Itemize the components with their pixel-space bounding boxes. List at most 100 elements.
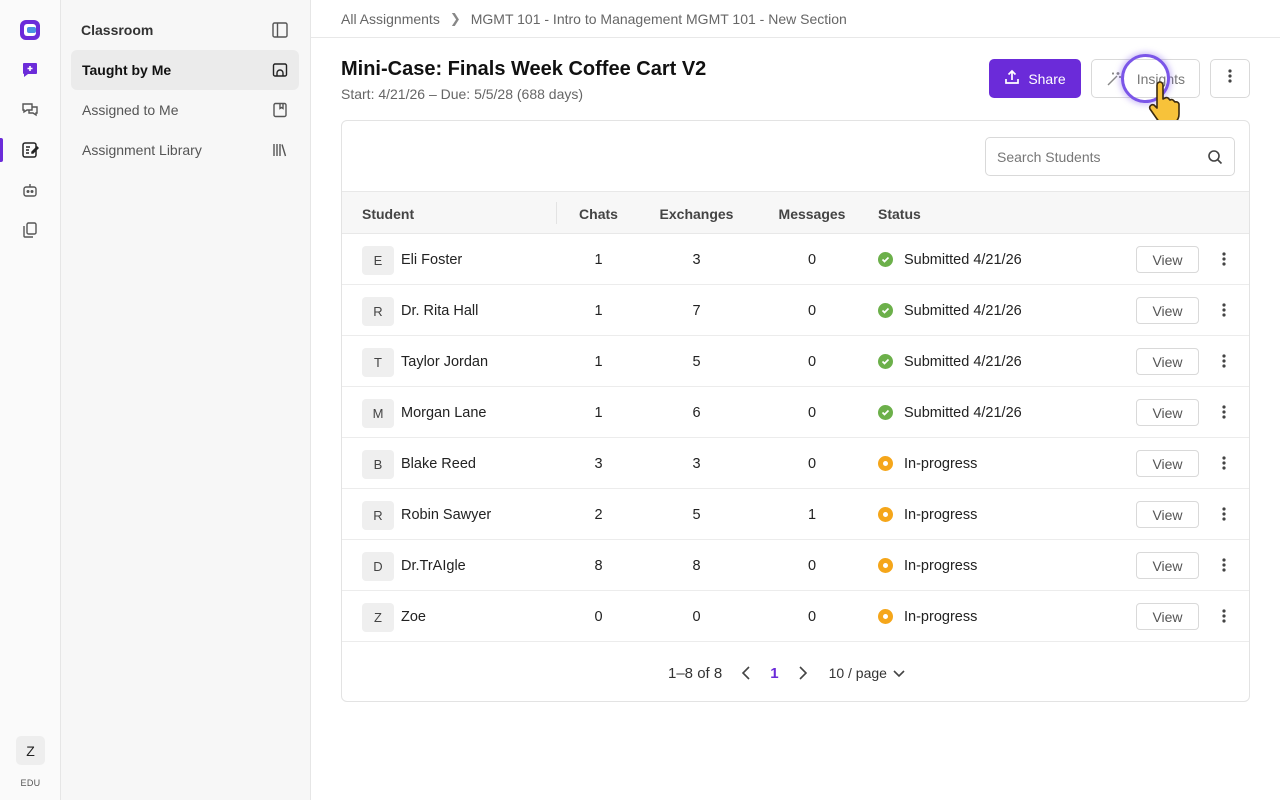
- chats-count: 8: [594, 557, 603, 574]
- breadcrumb-all-assignments[interactable]: All Assignments: [341, 10, 440, 27]
- sidebar-item-assigned-to-me[interactable]: Assigned to Me: [71, 90, 299, 130]
- row-more-options-icon[interactable]: [1214, 249, 1234, 269]
- row-more-options-icon[interactable]: [1214, 351, 1234, 371]
- books-icon: [272, 142, 288, 158]
- search-icon[interactable]: [1207, 149, 1223, 168]
- student-name[interactable]: Zoe: [401, 608, 426, 625]
- sidebar-item-taught-by-me[interactable]: Taught by Me: [71, 50, 299, 90]
- pagination-range: 1–8 of 8: [668, 664, 723, 682]
- chats-count: 3: [594, 455, 603, 472]
- student-name[interactable]: Dr. Rita Hall: [401, 302, 479, 319]
- chats-count: 2: [594, 506, 603, 523]
- student-avatar: D: [362, 552, 394, 581]
- chats-count: 1: [594, 251, 603, 268]
- row-more-options-icon[interactable]: [1214, 300, 1234, 320]
- current-page[interactable]: 1: [770, 664, 779, 682]
- search-input[interactable]: Search Students: [985, 137, 1235, 176]
- student-name[interactable]: Taylor Jordan: [401, 353, 489, 370]
- student-name[interactable]: Morgan Lane: [401, 404, 487, 421]
- row-more-options-icon[interactable]: [1214, 453, 1234, 473]
- student-avatar: M: [362, 399, 394, 428]
- assignments-icon[interactable]: [19, 139, 41, 161]
- column-header-messages[interactable]: Messages: [778, 205, 846, 222]
- chats-count: 1: [594, 302, 603, 319]
- share-label: Share: [1028, 70, 1066, 87]
- messages-count: 0: [807, 353, 817, 370]
- status-badge: In-progress: [878, 489, 977, 540]
- view-button[interactable]: View: [1136, 603, 1199, 630]
- exchanges-count: 5: [692, 506, 701, 523]
- exchanges-count: 0: [692, 608, 701, 625]
- bot-icon[interactable]: [19, 179, 41, 201]
- messages-count: 0: [807, 608, 817, 625]
- breadcrumb: All Assignments ❯ MGMT 101 - Intro to Ma…: [311, 0, 1280, 38]
- messages-count: 0: [807, 251, 817, 268]
- user-avatar[interactable]: Z: [16, 736, 45, 765]
- table-row: B Blake Reed 3 3 0 In-progress View: [342, 438, 1249, 489]
- chats-count: 1: [594, 404, 603, 421]
- status-text: In-progress: [904, 506, 978, 523]
- table-row: R Dr. Rita Hall 1 7 0 Submitted 4/21/26 View: [342, 285, 1249, 336]
- row-more-options-icon[interactable]: [1214, 555, 1234, 575]
- column-divider: [556, 202, 557, 224]
- edu-label: EDU: [20, 778, 41, 788]
- present-icon: [272, 62, 288, 78]
- table-row: M Morgan Lane 1 6 0 Submitted 4/21/26 View: [342, 387, 1249, 438]
- student-avatar: B: [362, 450, 394, 479]
- exchanges-count: 6: [692, 404, 701, 421]
- more-options-button[interactable]: [1210, 59, 1250, 98]
- new-chat-icon[interactable]: [19, 59, 41, 81]
- sidebar-item-label: Assigned to Me: [82, 102, 179, 118]
- chevron-right-icon: ❯: [449, 10, 461, 26]
- student-name[interactable]: Blake Reed: [401, 455, 476, 472]
- chats-icon[interactable]: [19, 99, 41, 121]
- view-button[interactable]: View: [1136, 501, 1199, 528]
- table-row: D Dr.TrAIgle 8 8 0 In-progress View: [342, 540, 1249, 591]
- chevron-right-icon[interactable]: [793, 663, 813, 683]
- view-button[interactable]: View: [1136, 552, 1199, 579]
- chevron-left-icon[interactable]: [736, 663, 756, 683]
- status-text: In-progress: [904, 608, 978, 625]
- status-badge: In-progress: [878, 438, 977, 489]
- status-text: Submitted 4/21/26: [904, 353, 1022, 370]
- column-header-student[interactable]: Student: [362, 205, 415, 222]
- messages-count: 0: [807, 302, 817, 319]
- bookmark-icon: [272, 102, 288, 118]
- row-more-options-icon[interactable]: [1214, 504, 1234, 524]
- check-circle-icon: [878, 303, 893, 318]
- view-button[interactable]: View: [1136, 450, 1199, 477]
- share-button[interactable]: Share: [989, 59, 1081, 98]
- view-button[interactable]: View: [1136, 246, 1199, 273]
- status-badge: Submitted 4/21/26: [878, 387, 1022, 438]
- view-button[interactable]: View: [1136, 399, 1199, 426]
- icon-rail: Z EDU: [0, 0, 61, 800]
- student-name[interactable]: Eli Foster: [401, 251, 463, 268]
- column-header-status[interactable]: Status: [878, 205, 921, 222]
- app-logo-icon[interactable]: [19, 19, 41, 41]
- exchanges-count: 8: [692, 557, 701, 574]
- breadcrumb-current: MGMT 101 - Intro to Management MGMT 101 …: [470, 10, 847, 27]
- in-progress-icon: [878, 507, 893, 522]
- page-title: Mini-Case: Finals Week Coffee Cart V2: [341, 58, 707, 80]
- exchanges-count: 3: [692, 251, 701, 268]
- page-size-select[interactable]: 10 / page: [829, 665, 905, 681]
- column-header-exchanges[interactable]: Exchanges: [659, 205, 734, 222]
- view-button[interactable]: View: [1136, 348, 1199, 375]
- in-progress-icon: [878, 609, 893, 624]
- row-more-options-icon[interactable]: [1214, 402, 1234, 422]
- sidebar-item-assignment-library[interactable]: Assignment Library: [71, 130, 299, 170]
- status-text: Submitted 4/21/26: [904, 404, 1022, 421]
- student-name[interactable]: Dr.TrAIgle: [401, 557, 466, 574]
- row-more-options-icon[interactable]: [1214, 606, 1234, 626]
- in-progress-icon: [878, 558, 893, 573]
- view-button[interactable]: View: [1136, 297, 1199, 324]
- chevron-down-icon: [893, 665, 905, 681]
- exchanges-count: 7: [692, 302, 701, 319]
- sidebar-collapse-icon[interactable]: [271, 21, 289, 39]
- student-name[interactable]: Robin Sawyer: [401, 506, 492, 523]
- status-badge: Submitted 4/21/26: [878, 336, 1022, 387]
- student-avatar: T: [362, 348, 394, 377]
- active-indicator: [0, 138, 3, 162]
- column-header-chats[interactable]: Chats: [579, 205, 618, 222]
- library-icon[interactable]: [19, 219, 41, 241]
